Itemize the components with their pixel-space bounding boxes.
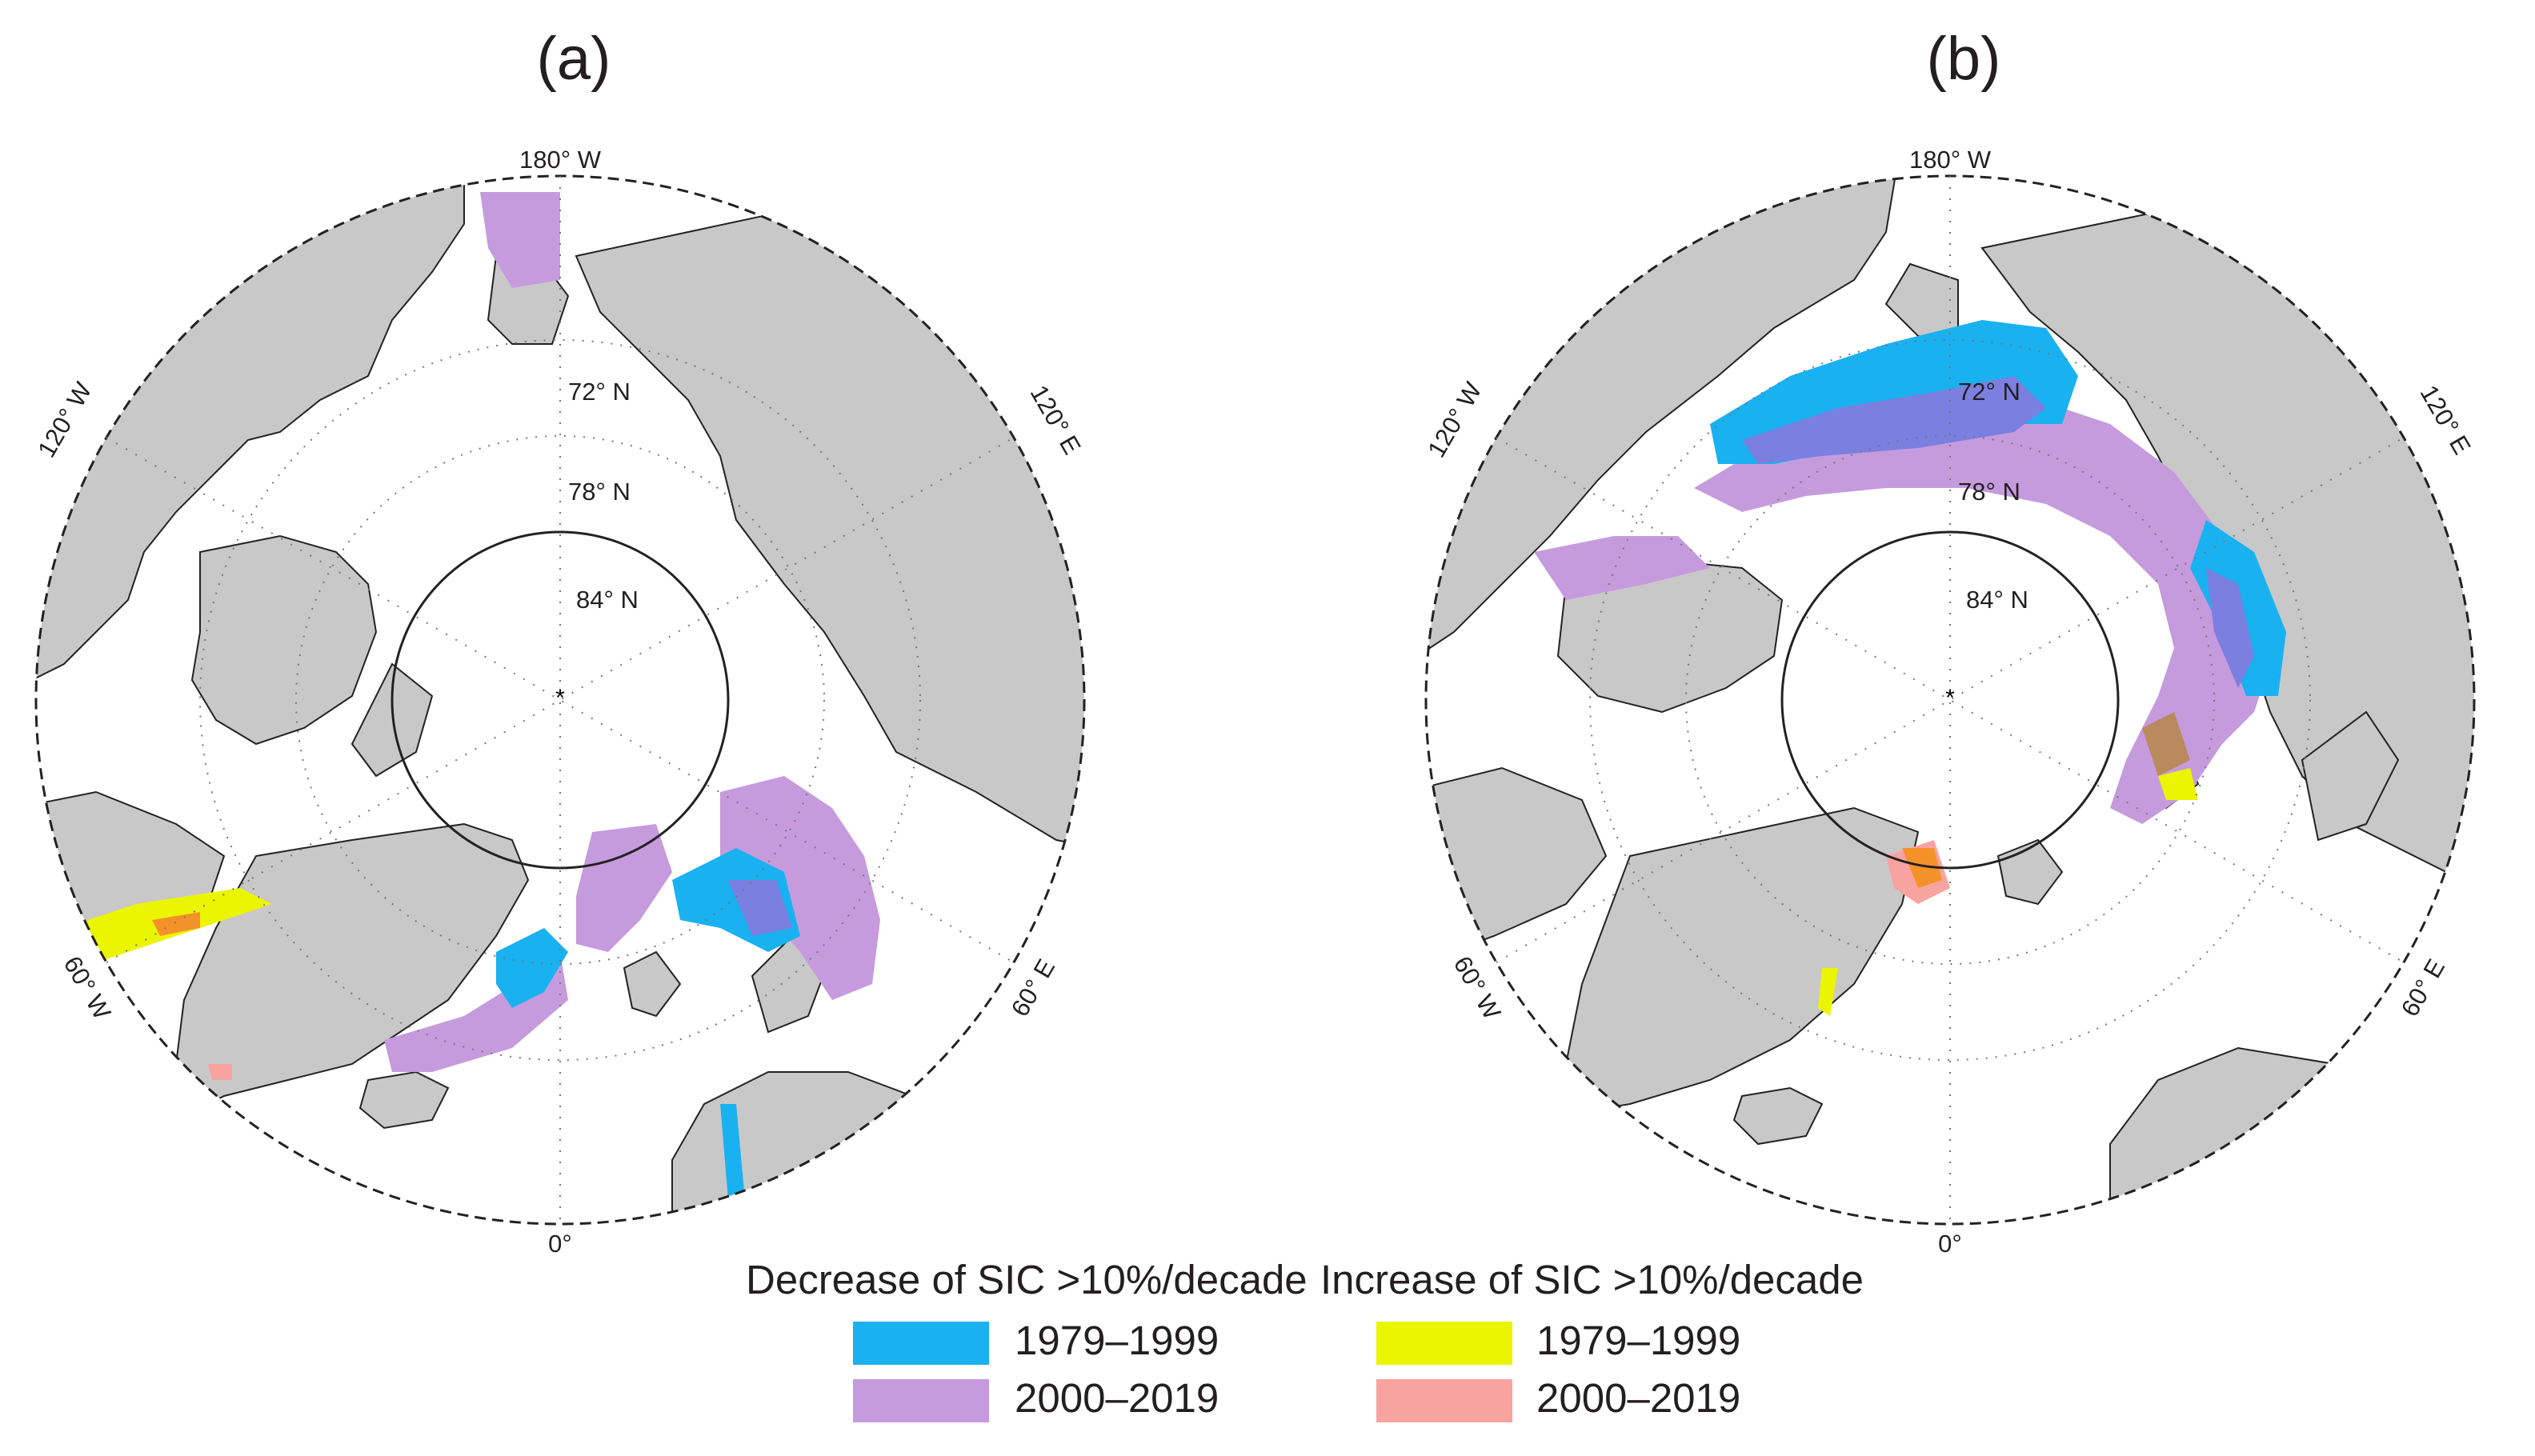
scandinavia-land	[2109, 1046, 2474, 1224]
patch-decrease-2000-2019	[1694, 392, 2270, 824]
patch-decrease-2000-2019	[720, 776, 880, 1000]
lon-label-left: 120° W	[32, 377, 98, 462]
legend-swatch-increase-1979-1999	[1376, 1322, 1512, 1365]
lat-label-72n: 72° N	[568, 378, 631, 406]
patch-overlap-decrease	[728, 880, 792, 936]
lon-label-right: 120° E	[1025, 381, 1087, 459]
canadian-archipelago-land	[190, 534, 378, 746]
patch-decrease-2000-2019	[576, 824, 672, 952]
circle-84n	[1780, 530, 2120, 870]
lon-label-top: 180° W	[1909, 146, 1992, 174]
legend-label-decrease-1979-1999: 1979–1999	[1015, 1318, 1219, 1363]
lon-label-left: 120° W	[1422, 377, 1488, 462]
svalbard-land	[623, 950, 682, 1018]
circle-72n	[1589, 339, 2311, 1061]
lon-label-bottom: 0°	[548, 1230, 572, 1256]
patch-decrease-1979-1999	[496, 928, 568, 1008]
greenland-land	[174, 822, 530, 1114]
north-pole-marker: *	[555, 685, 565, 711]
patch-increase-1979-1999	[1818, 968, 1838, 1016]
lat-label-84n: 84° N	[1966, 586, 2028, 614]
map-panel-a: * 180° W 120° W 120° E 60° W 60° E 0° 72…	[32, 146, 1087, 1256]
legend-swatch-decrease-2000-2019	[853, 1379, 989, 1422]
lon-label-bottom-right: 60° E	[1006, 954, 1060, 1021]
north-pole-marker: *	[1945, 685, 1955, 711]
iceland-land	[1732, 1086, 1824, 1146]
patch-decrease-2000-2019	[1534, 536, 1710, 600]
patch-increase-1979-1999	[2158, 768, 2198, 800]
lon-label-right: 120° E	[2415, 381, 2477, 459]
legend-label-increase-2000-2019: 2000–2019	[1536, 1375, 1741, 1421]
circle-72n	[199, 339, 921, 1061]
lat-label-78n: 78° N	[1958, 478, 2020, 506]
legend-swatch-decrease-1979-1999	[853, 1322, 989, 1365]
patch-overlap-increase	[2142, 712, 2190, 776]
patch-increase-2000-2019	[208, 1064, 232, 1080]
patch-overlap-increase	[1902, 848, 1942, 888]
lat-label-72n: 72° N	[1958, 378, 2020, 406]
map-panel-b: * 180° W 120° W 120° E 60° W 60° E 0° 72…	[1422, 146, 2477, 1256]
patch-overlap-decrease	[2206, 568, 2254, 688]
panel-b-title: (b)	[1926, 25, 2001, 93]
legend-increase-title: Increase of SIC >10%/decade	[1320, 1257, 1864, 1302]
lon-label-top: 180° W	[519, 146, 602, 174]
circle-78n	[295, 435, 825, 965]
lat-label-78n: 78° N	[568, 478, 631, 506]
legend-label-increase-1979-1999: 1979–1999	[1536, 1318, 1741, 1363]
panel-a-title: (a)	[536, 25, 611, 93]
legend-swatch-increase-2000-2019	[1376, 1379, 1512, 1422]
lat-label-84n: 84° N	[576, 586, 639, 614]
circle-78n	[1685, 435, 2215, 965]
patch-decrease-2000-2019	[480, 192, 560, 288]
legend-decrease-title: Decrease of SIC >10%/decade	[746, 1257, 1308, 1302]
circle-84n	[390, 530, 730, 870]
lon-label-bottom-right: 60° E	[2396, 954, 2450, 1021]
patch-overlap-increase	[152, 912, 200, 936]
novaya-zemlya-land	[2301, 710, 2400, 842]
patch-decrease-1979-1999	[720, 1104, 744, 1200]
patch-overlap-decrease	[1742, 376, 2046, 464]
legend-label-decrease-2000-2019: 2000–2019	[1015, 1375, 1219, 1421]
lon-label-bottom: 0°	[1938, 1230, 1962, 1256]
